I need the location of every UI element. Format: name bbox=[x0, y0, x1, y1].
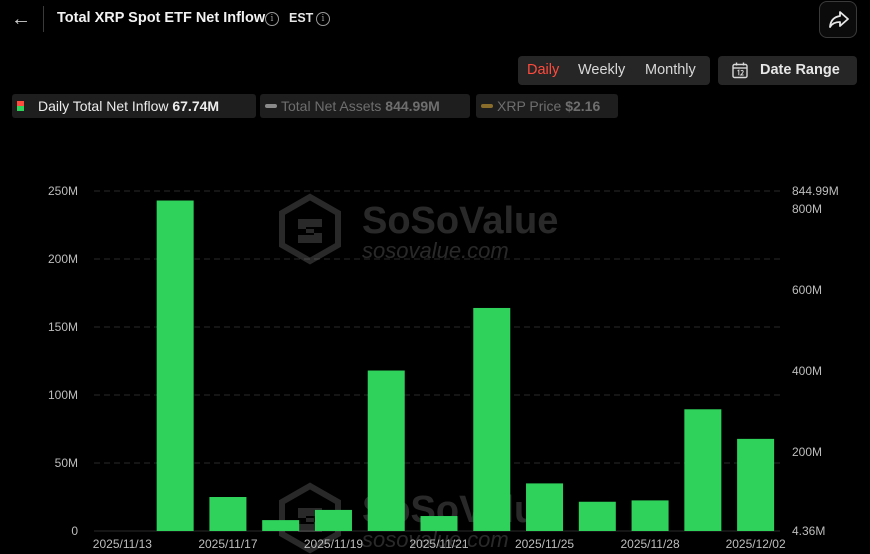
x-tick-label: 2025/12/02 bbox=[726, 537, 786, 551]
tab-daily[interactable]: Daily bbox=[527, 62, 560, 78]
timezone-label: EST bbox=[289, 11, 314, 25]
bar-series bbox=[156, 200, 775, 531]
x-tick-label: 2025/11/28 bbox=[620, 537, 679, 551]
legend-label: Daily Total Net Inflow bbox=[38, 98, 169, 114]
legend-item: Total Net Assets 844.99M bbox=[281, 94, 440, 118]
bar bbox=[420, 516, 458, 531]
legend-total-net-assets[interactable]: Total Net Assets 844.99M bbox=[260, 94, 470, 118]
tab-weekly[interactable]: Weekly bbox=[578, 62, 626, 78]
bar bbox=[209, 497, 247, 531]
header: ← Total XRP Spot ETF Net Inflow i EST i bbox=[0, 0, 870, 40]
x-tick-label: 2025/11/21 bbox=[409, 537, 468, 551]
bar bbox=[367, 370, 405, 531]
y-tick-label: 50M bbox=[55, 456, 78, 470]
legend-label: Total Net Assets bbox=[281, 98, 382, 114]
tab-monthly[interactable]: Monthly bbox=[645, 62, 696, 78]
y-right-tick-label: 4.36M bbox=[792, 524, 825, 538]
date-range-button[interactable]: Date Range bbox=[718, 56, 857, 85]
watermark: SoSoValue sosovalue.com bbox=[279, 193, 558, 265]
bar bbox=[526, 483, 564, 531]
y-axis-left: 0 50M 100M 150M 200M 250M bbox=[48, 184, 78, 538]
watermark-brand: SoSoValue bbox=[362, 200, 558, 242]
bar bbox=[314, 509, 352, 531]
y-tick-label: 0 bbox=[71, 524, 78, 538]
x-tick-label: 2025/11/25 bbox=[515, 537, 574, 551]
calendar-icon bbox=[732, 62, 748, 79]
timezone-info-icon[interactable]: i bbox=[316, 12, 330, 26]
price-line-swatch bbox=[481, 104, 493, 108]
y-right-tick-label: 400M bbox=[792, 364, 822, 378]
page-title: Total XRP Spot ETF Net Inflow bbox=[57, 10, 266, 26]
title-info-icon[interactable]: i bbox=[265, 12, 279, 26]
bar bbox=[684, 409, 722, 531]
y-right-tick-label: 800M bbox=[792, 202, 822, 216]
watermark-url: sosovalue.com bbox=[362, 238, 509, 263]
date-range-label: Date Range bbox=[760, 62, 840, 78]
legend-value: 844.99M bbox=[385, 98, 440, 114]
period-tabs: Daily Weekly Monthly bbox=[518, 56, 710, 85]
y-right-tick-label: 600M bbox=[792, 283, 822, 297]
bar bbox=[473, 307, 511, 531]
bar bbox=[737, 438, 775, 531]
legend-label: XRP Price bbox=[497, 98, 562, 114]
header-divider bbox=[43, 6, 44, 32]
y-right-tick-label: 844.99M bbox=[792, 184, 839, 198]
y-tick-label: 150M bbox=[48, 320, 78, 334]
bar bbox=[631, 500, 669, 531]
share-icon bbox=[829, 11, 849, 28]
x-tick-label: 2025/11/17 bbox=[198, 537, 257, 551]
y-right-tick-label: 200M bbox=[792, 445, 822, 459]
legend-item: Daily Total Net Inflow 67.74M bbox=[38, 94, 219, 118]
y-tick-label: 100M bbox=[48, 388, 78, 402]
legend-xrp-price[interactable]: XRP Price $2.16 bbox=[476, 94, 618, 118]
bar bbox=[578, 501, 616, 531]
legend-value: 67.74M bbox=[172, 98, 220, 114]
legend-value: $2.16 bbox=[565, 98, 601, 114]
y-axis-right: 4.36M 200M 400M 600M 800M 844.99M bbox=[792, 184, 839, 538]
sosovalue-logo-icon bbox=[279, 193, 341, 265]
x-tick-label: 2025/11/13 bbox=[93, 537, 152, 551]
share-button[interactable] bbox=[819, 1, 857, 38]
inflow-outflow-swatch bbox=[17, 101, 24, 111]
legend-item: XRP Price $2.16 bbox=[497, 94, 600, 118]
y-tick-label: 200M bbox=[48, 252, 78, 266]
y-tick-label: 250M bbox=[48, 184, 78, 198]
bar bbox=[156, 200, 194, 531]
watermark-url: sosovalue.com bbox=[362, 527, 509, 552]
legend-daily-net-inflow[interactable]: Daily Total Net Inflow 67.74M bbox=[12, 94, 256, 118]
assets-line-swatch bbox=[265, 104, 277, 108]
back-arrow-icon[interactable]: ← bbox=[11, 8, 31, 30]
bar bbox=[262, 520, 300, 531]
x-axis: 2025/11/13 2025/11/17 2025/11/19 2025/11/21… bbox=[93, 537, 786, 551]
x-tick-label: 2025/11/19 bbox=[304, 537, 363, 551]
